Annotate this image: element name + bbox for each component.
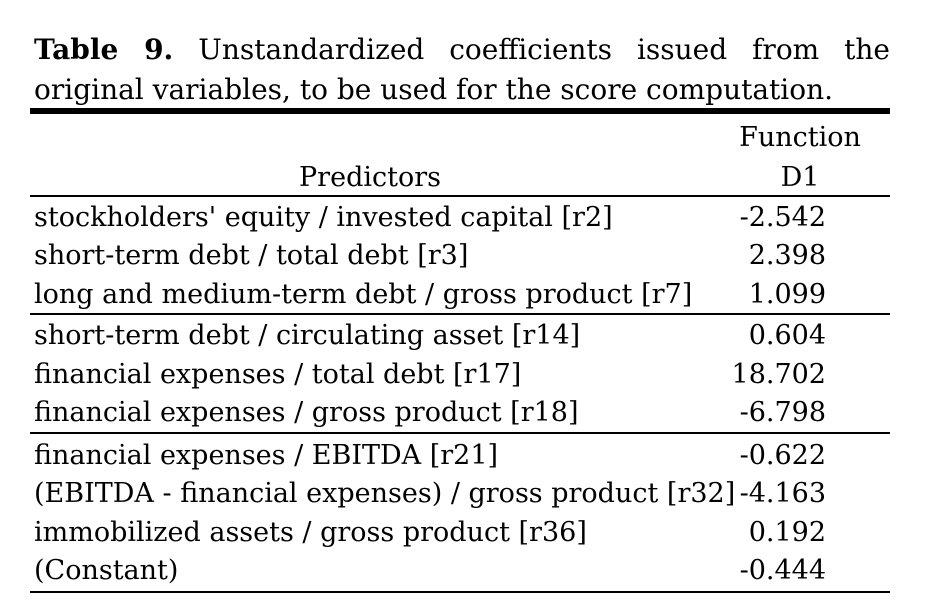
group-rule-1 — [30, 313, 890, 315]
table-caption: Table 9. Unstandardized coefficients iss… — [34, 30, 890, 110]
table-row: long and medium-term debt / gross produc… — [0, 276, 932, 314]
column-header-d1: D1 — [780, 162, 820, 193]
group-rule-2 — [30, 432, 890, 434]
coefficient-cell: 2.398 — [748, 240, 826, 271]
bottom-rule — [30, 591, 890, 593]
predictor-cell: financial expenses / EBITDA [r21] — [34, 440, 499, 471]
table-row: stockholders' equity / invested capital … — [0, 199, 932, 237]
table-row: financial expenses / gross product [r18]… — [0, 394, 932, 432]
caption-text: Unstandardized coefficients issued from … — [34, 33, 890, 106]
predictor-cell: long and medium-term debt / gross produc… — [34, 279, 693, 310]
table-row: immobilized assets / gross product [r36]… — [0, 514, 932, 552]
predictor-cell: (Constant) — [34, 555, 179, 586]
coefficient-cell: -0.622 — [739, 440, 826, 471]
coefficient-cell: 18.702 — [731, 359, 826, 390]
table-row: short-term debt / circulating asset [r14… — [0, 317, 932, 355]
top-rule — [30, 108, 890, 114]
table-row: (EBITDA - financial expenses) / gross pr… — [0, 475, 932, 513]
table-row: (Constant) -0.444 — [0, 552, 932, 590]
table-row: short-term debt / total debt [r3] 2.398 — [0, 237, 932, 275]
coefficient-cell: -2.542 — [739, 202, 826, 233]
predictor-cell: stockholders' equity / invested capital … — [34, 202, 613, 233]
caption-label: Table 9. — [34, 33, 174, 66]
coefficient-cell: 0.192 — [748, 517, 826, 548]
column-header-function: Function — [739, 122, 861, 153]
coefficient-cell: -0.444 — [739, 555, 826, 586]
predictor-cell: immobilized assets / gross product [r36] — [34, 517, 587, 548]
coefficient-cell: 0.604 — [748, 320, 826, 351]
predictor-cell: short-term debt / total debt [r3] — [34, 240, 469, 271]
coefficient-cell: -4.163 — [739, 478, 826, 509]
predictor-cell: short-term debt / circulating asset [r14… — [34, 320, 581, 351]
table-row: financial expenses / EBITDA [r21] -0.622 — [0, 437, 932, 475]
coefficient-cell: 1.099 — [748, 279, 826, 310]
column-header-predictors: Predictors — [299, 162, 441, 193]
predictor-cell: financial expenses / total debt [r17] — [34, 359, 522, 390]
header-rule — [30, 195, 890, 197]
coefficient-cell: -6.798 — [739, 397, 826, 428]
table-row: financial expenses / total debt [r17] 18… — [0, 356, 932, 394]
predictor-cell: (EBITDA - financial expenses) / gross pr… — [34, 478, 736, 509]
predictor-cell: financial expenses / gross product [r18] — [34, 397, 579, 428]
